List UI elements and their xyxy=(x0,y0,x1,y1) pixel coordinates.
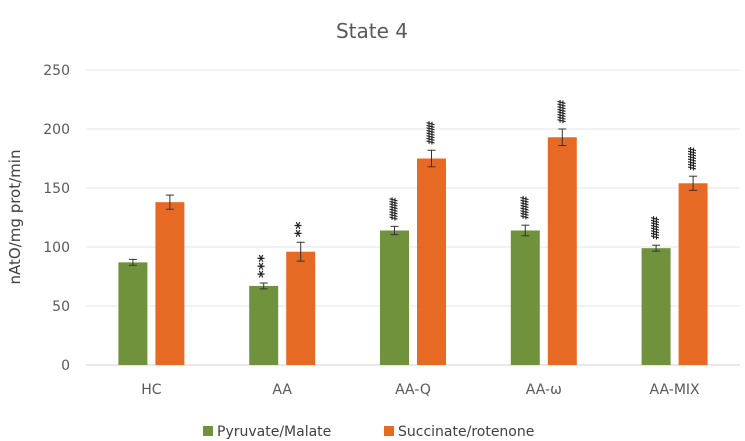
bar-1-4 xyxy=(678,183,708,365)
legend: Pyruvate/Malate Succinate/rotenone xyxy=(203,424,534,440)
x-tick-labels: HC AA AA-Q AA-ω AA-MIX xyxy=(141,382,700,398)
x-tick-label: AA xyxy=(272,382,292,398)
legend-label: Succinate/rotenone xyxy=(398,424,534,440)
chart-title: State 4 xyxy=(336,19,408,43)
error-bars xyxy=(128,128,698,290)
bar-0-1 xyxy=(249,285,279,365)
y-tick-label: 0 xyxy=(61,358,70,374)
bar-1-2 xyxy=(417,158,446,365)
bar-1-3 xyxy=(547,137,577,365)
x-tick-label: AA-ω xyxy=(526,382,562,398)
gridlines xyxy=(86,69,740,366)
bar-0-2 xyxy=(380,230,409,365)
y-tick-label: 200 xyxy=(43,122,70,138)
y-tick-label: 100 xyxy=(43,240,70,256)
y-axis-label: nAtO/mg prot/min xyxy=(6,150,24,285)
x-tick-label: AA-MIX xyxy=(650,382,700,398)
x-tick-label: AA-Q xyxy=(395,382,431,398)
legend-swatch xyxy=(203,426,213,436)
bar-0-0 xyxy=(118,262,148,365)
y-tick-label: 50 xyxy=(52,299,70,315)
significance-label: *** xyxy=(255,254,273,278)
significance-label: ** xyxy=(292,221,310,237)
legend-swatch xyxy=(384,426,394,436)
significance-label: #### xyxy=(649,216,662,241)
legend-label: Pyruvate/Malate xyxy=(217,424,331,440)
bar-0-3 xyxy=(510,230,540,365)
significance-label: #### xyxy=(686,147,699,172)
significance-label: #### xyxy=(425,121,438,146)
significance-annotations: *****######################## xyxy=(255,99,699,278)
y-tick-label: 250 xyxy=(43,63,70,79)
x-tick-label: HC xyxy=(141,382,162,398)
significance-label: #### xyxy=(518,196,531,221)
significance-label: #### xyxy=(555,99,568,124)
significance-label: #### xyxy=(388,197,401,222)
bar-0-4 xyxy=(641,248,671,365)
bar-1-0 xyxy=(155,202,185,365)
y-tick-label: 150 xyxy=(43,181,70,197)
bar-1-1 xyxy=(286,251,316,365)
y-tick-labels: 0 50 100 150 200 250 xyxy=(43,63,70,374)
bars xyxy=(118,137,708,365)
